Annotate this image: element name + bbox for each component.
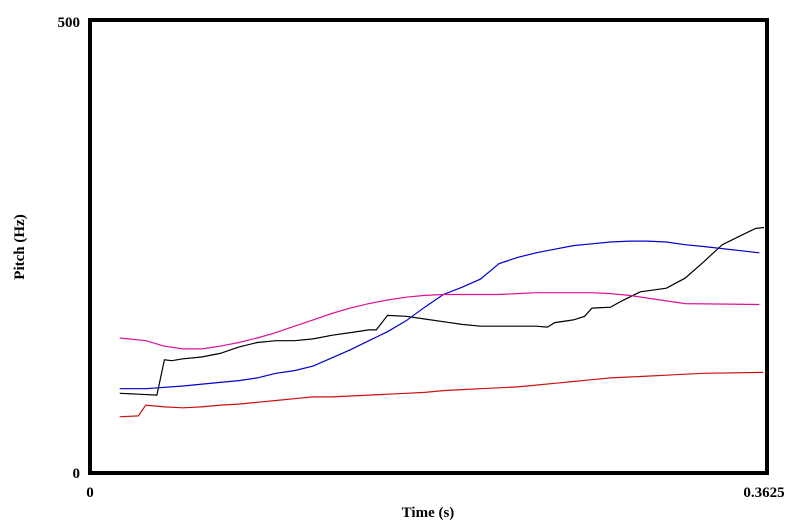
x-axis-label: Time (s) [402, 505, 455, 521]
x-tick-label-left: 0 [86, 485, 94, 501]
pitch-series-line-3 [119, 292, 760, 350]
plot-frame [88, 18, 769, 475]
plot-lines [119, 226, 765, 418]
pitch-series-line-1 [119, 226, 765, 396]
x-tick-label-right: 0.3625 [743, 485, 784, 501]
y-axis-label: Pitch (Hz) [12, 214, 28, 279]
pitch-series-line-2 [119, 240, 760, 390]
y-tick-label-bottom: 0 [73, 466, 81, 482]
y-tick-label-top: 500 [58, 15, 81, 31]
pitch-series-line-4 [119, 371, 764, 418]
